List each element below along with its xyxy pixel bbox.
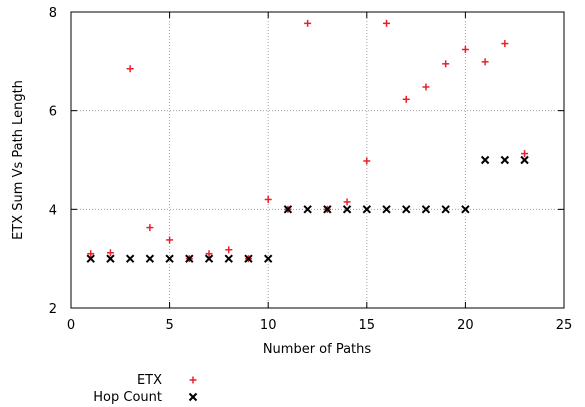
etx-point (126, 65, 134, 73)
etx-point (106, 249, 114, 257)
hop-count-point (362, 205, 372, 214)
hop-count-point (185, 254, 194, 263)
etx-point (521, 150, 529, 158)
x-tick-labels: 0 5 10 15 20 25 (67, 318, 572, 333)
series-hop-count (86, 155, 529, 263)
series-etx (87, 19, 529, 263)
hop-count-point (480, 155, 490, 165)
hop-count-point (500, 155, 510, 165)
hop-count-point (382, 205, 391, 214)
etx-point (442, 60, 450, 68)
etx-point (304, 19, 312, 27)
plot-frame (70, 11, 565, 309)
y-tick-labels: 2 4 6 8 (49, 6, 57, 317)
hop-count-point (461, 205, 470, 214)
hop-count-point (323, 205, 332, 214)
hop-count-point (244, 254, 253, 263)
hop-count-point (204, 254, 214, 263)
x-tick-label: 5 (165, 318, 173, 333)
legend-hop-count-cross-icon (188, 392, 198, 402)
grid-lines (71, 12, 564, 308)
hop-count-point (165, 254, 174, 263)
etx-point (402, 95, 410, 103)
etx-point (363, 157, 371, 165)
legend-marker-hop-count (188, 392, 198, 402)
hop-count-point (421, 205, 431, 214)
axis-ticks (70, 11, 565, 309)
hop-count-point (303, 205, 312, 214)
x-tick-label: 25 (556, 318, 573, 333)
etx-point (461, 45, 469, 53)
data-layer (86, 19, 529, 263)
legend-label-etx: ETX (137, 373, 162, 388)
hop-count-point (283, 205, 293, 214)
y-tick-label: 8 (49, 6, 57, 21)
y-tick-label: 6 (49, 105, 57, 120)
y-tick-label: 2 (49, 302, 57, 317)
etx-point (422, 83, 430, 91)
hop-count-point (125, 254, 135, 263)
hop-count-point (86, 254, 95, 263)
hop-count-point (342, 205, 352, 214)
etx-point (383, 19, 391, 27)
x-axis-title: Number of Paths (263, 342, 372, 357)
y-tick-label: 4 (49, 203, 57, 218)
legend: ETX Hop Count (93, 373, 198, 405)
etx-point (501, 40, 509, 48)
x-tick-label: 0 (67, 318, 75, 333)
hop-count-point (520, 155, 529, 165)
etx-point (343, 198, 351, 206)
x-tick-label: 20 (457, 318, 474, 333)
hop-count-point (263, 254, 273, 263)
etx-point (87, 250, 95, 258)
etx-point (225, 246, 233, 254)
legend-marker-etx (189, 376, 197, 384)
legend-label-hop-count: Hop Count (93, 390, 162, 405)
x-tick-label: 10 (260, 318, 277, 333)
hop-count-point (402, 205, 411, 214)
hop-count-point (441, 205, 450, 214)
etx-point (146, 224, 154, 232)
hop-count-point (145, 254, 155, 263)
hop-count-point (106, 254, 115, 263)
etx-point (205, 250, 213, 258)
etx-point (166, 236, 174, 244)
legend-etx-plus-icon (189, 376, 197, 384)
hop-count-point (224, 254, 233, 263)
y-axis-title: ETX Sum Vs Path Length (11, 80, 26, 240)
x-tick-label: 15 (359, 318, 376, 333)
etx-point (481, 58, 489, 66)
etx-point (264, 195, 272, 203)
